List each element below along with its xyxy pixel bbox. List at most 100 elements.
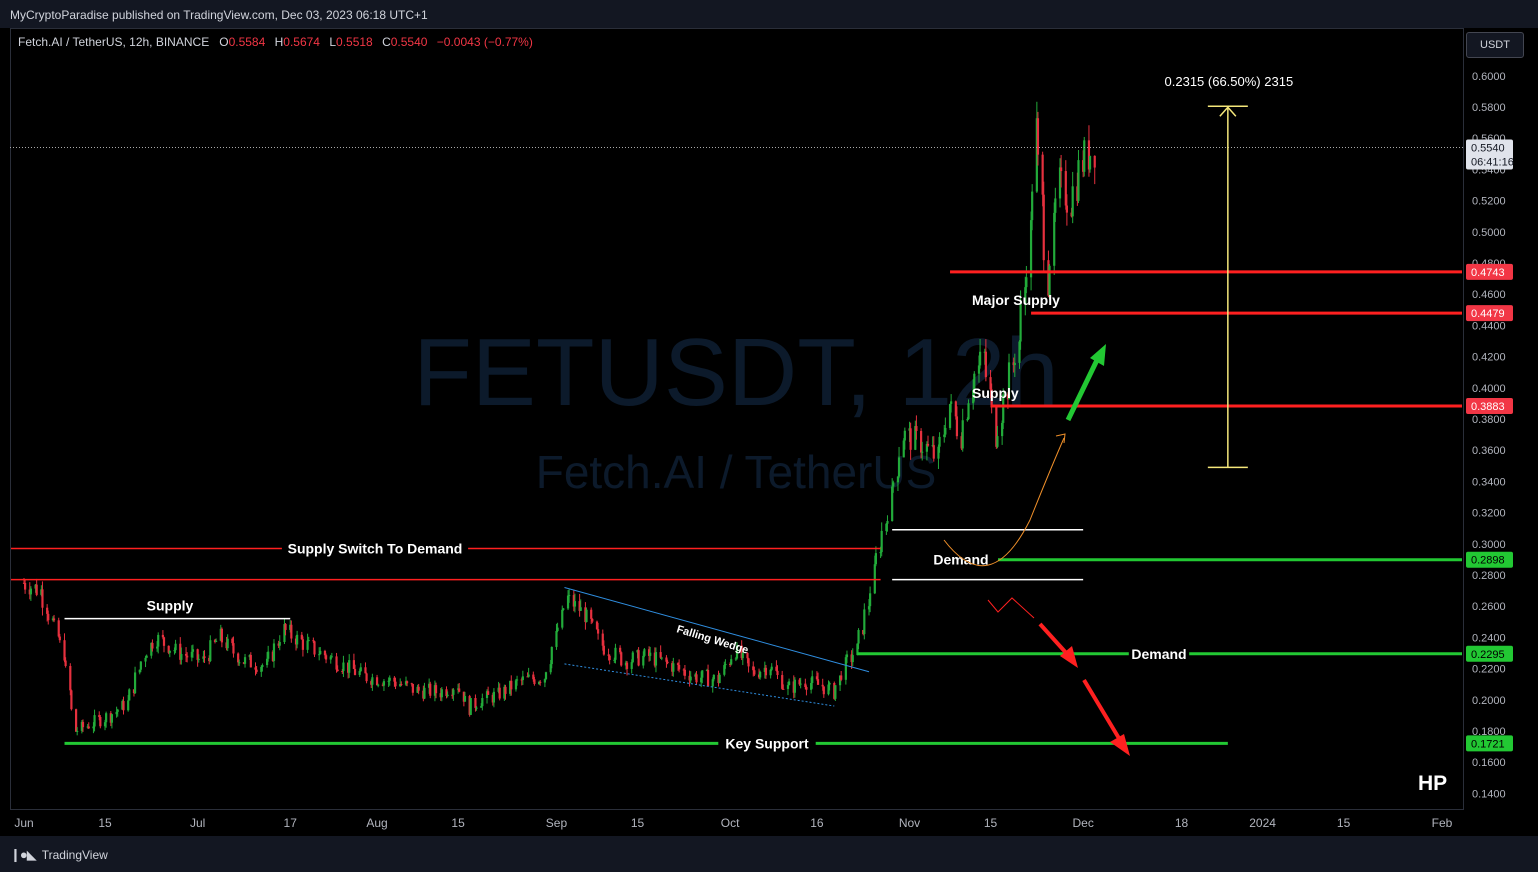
candle-body — [734, 658, 737, 660]
candle-body — [996, 436, 999, 447]
wedge-lower-line — [564, 663, 835, 707]
candle-body — [676, 663, 680, 665]
legend-symbol[interactable]: Fetch.AI / TetherUS, 12h, BINANCE — [18, 35, 210, 49]
tradingview-logo[interactable]: ❙●◣ TradingView — [10, 847, 108, 863]
candle-body — [307, 640, 310, 642]
time-tick: 16 — [810, 816, 824, 830]
candle-body — [1048, 265, 1051, 296]
candle-body — [973, 373, 976, 390]
price-label-box — [1466, 263, 1513, 280]
candle-body — [816, 679, 820, 685]
candle-body — [1025, 277, 1028, 288]
candle-body — [162, 637, 166, 646]
candle-body — [543, 679, 546, 683]
plot-area[interactable] — [10, 28, 1464, 810]
price-label: 0.2898 — [1471, 555, 1505, 567]
candle-body — [752, 666, 755, 671]
candle-body — [306, 640, 309, 650]
candle-body — [161, 634, 165, 638]
candle-body — [591, 618, 594, 622]
candle-body — [729, 663, 732, 665]
candle-body — [1002, 394, 1005, 423]
candle-body — [753, 670, 756, 675]
candle-body — [109, 713, 112, 723]
candle-body — [805, 687, 808, 690]
candle-body — [300, 634, 303, 640]
candle-body — [578, 601, 581, 611]
candle-body — [196, 649, 199, 660]
candle-body — [58, 636, 61, 641]
candle-body — [128, 689, 131, 701]
candle-body — [948, 403, 952, 428]
candle-body — [110, 714, 114, 723]
candle-body — [387, 680, 390, 682]
candle-body — [706, 670, 710, 687]
candle-body — [451, 694, 454, 696]
currency-button[interactable]: USDT — [1466, 32, 1524, 58]
candle-body — [572, 595, 575, 607]
candle-body — [1024, 287, 1027, 305]
candle-body — [504, 686, 507, 694]
candle-body — [191, 649, 195, 652]
candle-body — [961, 420, 964, 449]
candle-body — [231, 638, 234, 644]
legend-high-label: H — [274, 35, 284, 49]
price-label: 0.5540 — [1471, 143, 1505, 155]
candle-body — [637, 650, 640, 666]
candle-body — [1087, 140, 1091, 170]
candle-body — [815, 676, 819, 680]
time-tick: Jun — [14, 816, 33, 830]
candle-body — [138, 669, 141, 673]
candle-body — [654, 652, 658, 666]
candle-body — [711, 679, 714, 687]
candle-body — [972, 389, 975, 404]
level-label: Major Supply — [972, 292, 1060, 308]
candle-body — [238, 662, 241, 664]
time-tick: 17 — [284, 816, 298, 830]
candle-body — [851, 655, 854, 663]
author-signature: HP — [1418, 772, 1448, 795]
candle-body — [932, 445, 935, 459]
candle-body — [1041, 154, 1044, 195]
candle-body — [510, 680, 513, 690]
candle-body — [70, 690, 73, 710]
candle-body — [769, 669, 772, 676]
candle-body — [608, 655, 611, 661]
time-tick: Sep — [546, 816, 568, 830]
candle-body — [555, 631, 558, 647]
candle-body — [1054, 198, 1057, 213]
price-tick: 0.3000 — [1472, 539, 1506, 551]
candle-body — [926, 443, 930, 446]
candle-body — [827, 684, 830, 695]
candle-body — [203, 656, 206, 658]
candle-body — [348, 660, 351, 673]
candle-body — [174, 643, 177, 651]
candle-body — [434, 685, 438, 694]
candle-body — [1093, 155, 1096, 168]
symbol-legend[interactable]: Fetch.AI / TetherUS, 12h, BINANCE O0.558… — [18, 35, 539, 49]
candle-body — [990, 389, 993, 408]
candle-body — [723, 665, 726, 675]
candle-body — [156, 646, 159, 649]
candle-body — [312, 640, 315, 642]
candle-body — [180, 653, 183, 660]
price-chart[interactable]: FETUSDT, 12h Fetch.AI / TetherUS Supply … — [0, 0, 1538, 836]
candle-body — [400, 684, 403, 686]
price-label: 0.1721 — [1471, 738, 1505, 750]
time-axis: Jun 15 Jul 17 Aug 15 Sep 15 Oct 16 Nov 15 Dec 18 2024 1… — [14, 816, 1452, 830]
candle-body — [492, 691, 496, 703]
candle-body — [724, 663, 727, 666]
candle-body — [219, 628, 222, 641]
price-label: 0.3883 — [1471, 401, 1505, 413]
candle-body — [1065, 205, 1068, 213]
price-label: 0.4743 — [1471, 267, 1505, 279]
candle-body — [35, 584, 38, 595]
candle-body — [133, 672, 137, 694]
candle-body — [642, 655, 645, 666]
time-tick: Aug — [366, 816, 387, 830]
candle-body — [892, 482, 895, 487]
candle-body — [549, 664, 552, 673]
time-tick: Feb — [1432, 816, 1453, 830]
candle-body — [375, 677, 379, 686]
candle-body — [1083, 140, 1086, 172]
